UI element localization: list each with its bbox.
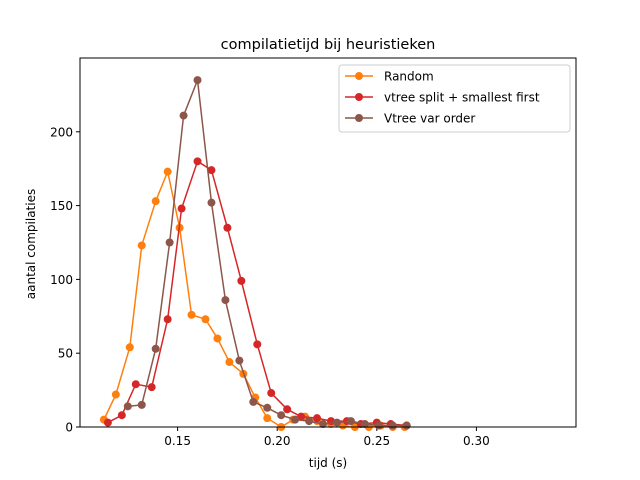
data-point bbox=[267, 389, 276, 398]
data-point bbox=[207, 198, 216, 207]
data-point bbox=[117, 411, 126, 420]
data-point bbox=[223, 223, 232, 232]
legend-label: Random bbox=[384, 70, 434, 84]
data-point bbox=[111, 390, 120, 399]
data-point bbox=[151, 197, 160, 206]
data-point bbox=[319, 420, 328, 429]
data-point bbox=[103, 418, 112, 427]
plot-frame bbox=[79, 57, 577, 428]
y-tick-label: 200 bbox=[50, 125, 73, 139]
legend-marker bbox=[355, 93, 363, 101]
x-tick-label: 0.20 bbox=[264, 434, 291, 448]
data-point bbox=[277, 411, 286, 420]
data-point bbox=[305, 417, 314, 426]
x-axis-label: tijd (s) bbox=[309, 456, 347, 470]
legend-label: Vtree var order bbox=[384, 112, 475, 126]
series-vtree-var-order bbox=[123, 76, 411, 430]
series-layer bbox=[99, 76, 411, 431]
data-point bbox=[131, 380, 140, 389]
data-point bbox=[201, 315, 210, 324]
y-tick-label: 0 bbox=[65, 421, 73, 435]
data-point bbox=[177, 204, 186, 213]
data-point bbox=[332, 418, 341, 427]
data-point bbox=[360, 420, 369, 429]
data-point bbox=[213, 334, 222, 343]
data-point bbox=[235, 356, 244, 365]
x-tick-label: 0.15 bbox=[164, 434, 191, 448]
data-point bbox=[221, 296, 230, 305]
data-point bbox=[179, 111, 188, 120]
data-point bbox=[388, 421, 397, 430]
data-point bbox=[291, 415, 300, 424]
data-point bbox=[346, 417, 355, 426]
data-point bbox=[253, 340, 262, 349]
data-point bbox=[151, 344, 160, 353]
data-point bbox=[402, 421, 411, 430]
legend-box bbox=[338, 64, 571, 133]
data-point bbox=[125, 343, 134, 352]
data-point bbox=[165, 238, 174, 247]
data-point bbox=[249, 397, 258, 406]
legend: Random vtree split + smallest first Vtree … bbox=[338, 64, 571, 133]
y-tick-label: 50 bbox=[58, 347, 73, 361]
y-axis-label: aantal compilaties bbox=[24, 189, 38, 299]
data-point bbox=[193, 157, 202, 166]
y-tick-label: 150 bbox=[50, 199, 73, 213]
data-point bbox=[187, 310, 196, 319]
data-point bbox=[137, 241, 146, 250]
data-point bbox=[283, 405, 292, 414]
x-tick-label: 0.30 bbox=[463, 434, 490, 448]
data-point bbox=[137, 400, 146, 409]
legend-marker bbox=[355, 72, 363, 80]
data-point bbox=[147, 383, 156, 392]
axes: 0.15 0.20 0.25 0.30 0 50 100 150 200 bbox=[50, 125, 490, 448]
data-point bbox=[374, 421, 383, 430]
chart-title: compilatietijd bij heuristieken bbox=[221, 37, 436, 53]
data-point bbox=[225, 358, 234, 367]
data-point bbox=[263, 414, 272, 423]
data-point bbox=[313, 414, 322, 423]
data-point bbox=[297, 412, 306, 421]
x-tick-label: 0.25 bbox=[363, 434, 390, 448]
data-point bbox=[193, 76, 202, 85]
data-point bbox=[237, 276, 246, 285]
data-point bbox=[163, 315, 172, 324]
data-point bbox=[263, 403, 272, 412]
data-point bbox=[207, 166, 216, 175]
legend-label: vtree split + smallest first bbox=[384, 91, 540, 105]
data-point bbox=[163, 167, 172, 176]
data-point bbox=[123, 402, 132, 411]
y-tick-label: 100 bbox=[50, 273, 73, 287]
legend-marker bbox=[355, 114, 363, 122]
